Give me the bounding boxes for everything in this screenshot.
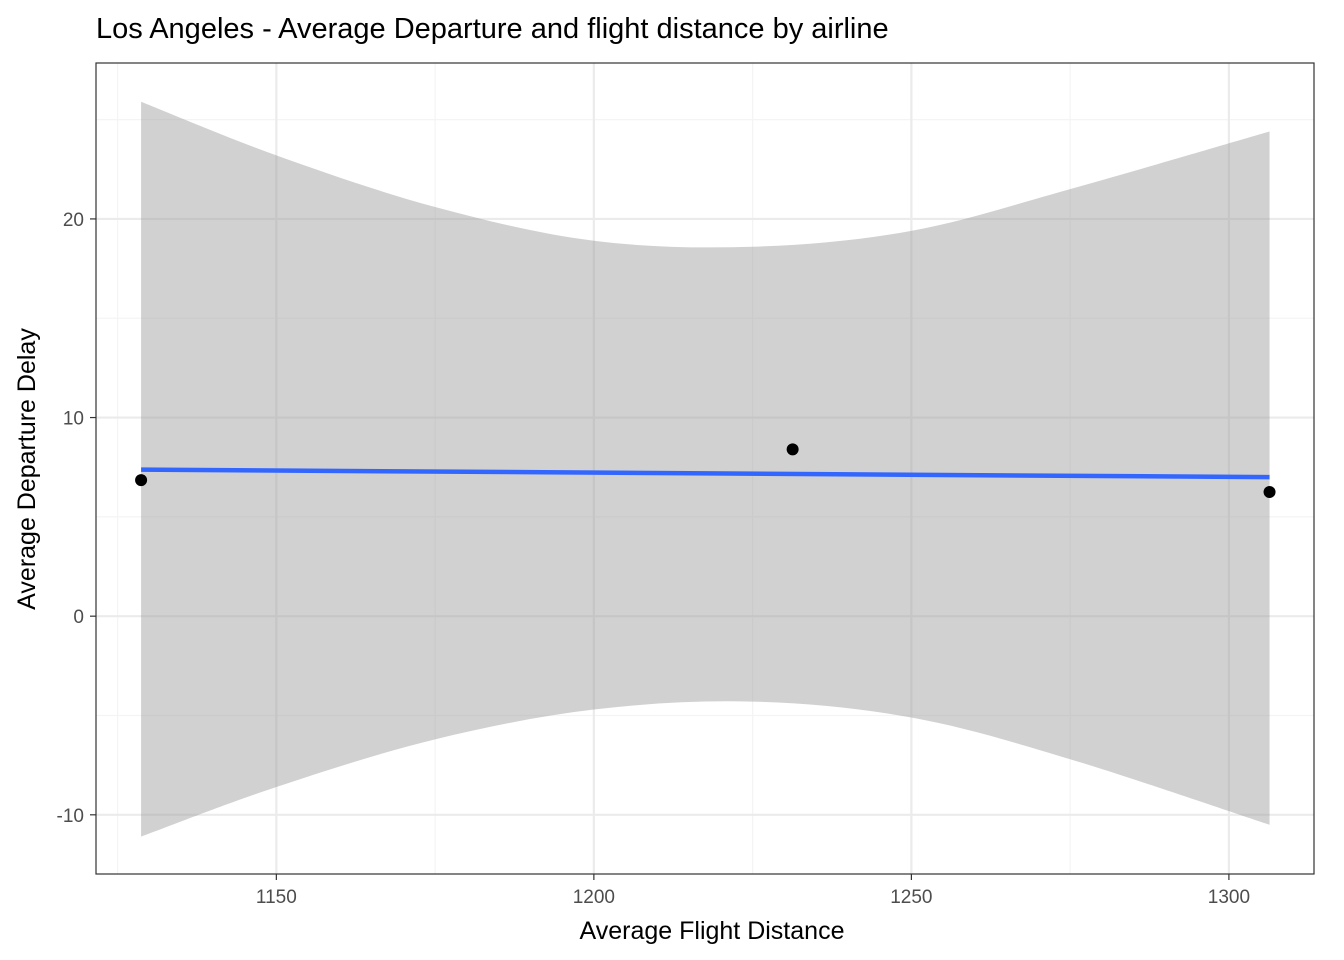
trend-line (141, 467, 1270, 480)
confidence-band (141, 101, 1270, 837)
data-point (1263, 486, 1276, 499)
chart-title: Los Angeles - Average Departure and flig… (96, 13, 889, 45)
confidence-band-layer (141, 101, 1270, 837)
panel-border (95, 62, 1315, 875)
data-point (786, 443, 799, 456)
y-tick-label: 20 (63, 210, 84, 231)
y-tick-label: 10 (63, 409, 84, 430)
x-tick-label: 1150 (256, 887, 297, 908)
data-point (135, 474, 148, 487)
x-tick-label: 1250 (890, 887, 932, 908)
major-gridlines (96, 63, 1314, 874)
x-axis-title: Average Flight Distance (580, 917, 845, 945)
y-axis-ticks: -10 0 10 20 (57, 210, 96, 827)
data-points (135, 443, 1276, 499)
y-tick-label: 0 (73, 607, 84, 628)
y-tick-label: -10 (57, 806, 84, 827)
trend-line-layer (141, 467, 1270, 480)
x-tick-label: 1200 (573, 887, 615, 908)
minor-gridlines (96, 63, 1314, 874)
x-axis-ticks: 1150 1200 1250 1300 (256, 874, 1250, 908)
x-tick-label: 1300 (1208, 887, 1250, 908)
y-axis-title: Average Departure Delay (13, 328, 41, 610)
